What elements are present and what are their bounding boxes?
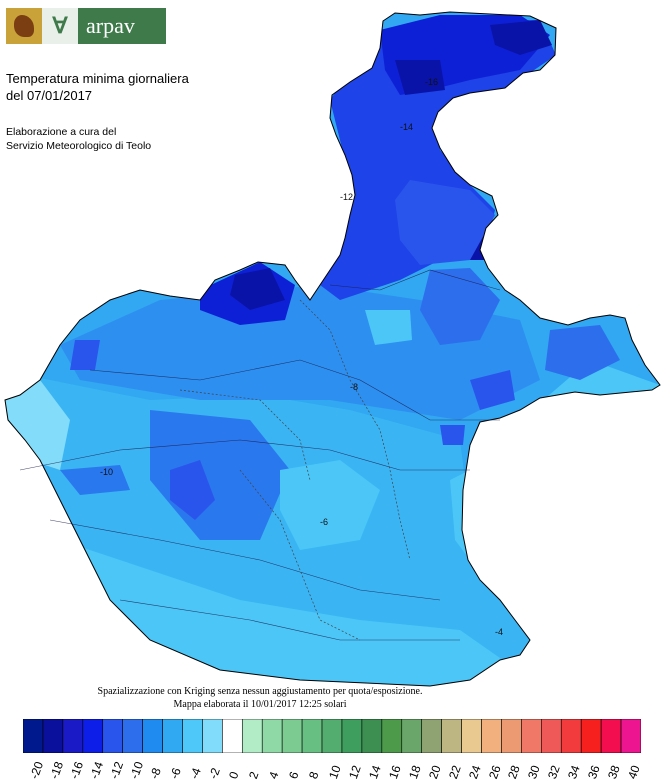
legend-label: -16 [66, 759, 86, 781]
legend-swatch [42, 719, 64, 753]
legend-labels: -20 -18 -16 -14 -12 -10 -8 -6 -4 -2 0 2 4 6 8 10 12 14 16 1… [23, 756, 643, 781]
legend-label: 24 [465, 763, 484, 781]
legend-label: 14 [365, 763, 384, 781]
legend-label: 22 [445, 763, 464, 781]
legend-swatch [501, 719, 522, 753]
legend-label: -20 [27, 759, 47, 781]
legend-swatch [62, 719, 84, 753]
contour-label: -14 [400, 122, 413, 132]
legend-label: -8 [146, 765, 164, 781]
legend-swatch [102, 719, 123, 753]
lion-emblem-icon [6, 8, 42, 44]
legend-swatch [222, 719, 243, 753]
legend-label: 16 [385, 763, 404, 781]
legend-label: 2 [246, 769, 262, 781]
legend-label: 26 [485, 763, 504, 781]
legend-label: 18 [405, 763, 424, 781]
legend-label: 0 [226, 769, 242, 781]
contour-label: -4 [495, 627, 503, 637]
temperature-map: -8 -10 -12 -14 -16 -6 -4 [4, 11, 661, 687]
legend-label: 34 [565, 763, 583, 781]
legend-label: -10 [126, 759, 146, 781]
legend-swatch [481, 719, 502, 753]
legend-label: 28 [505, 763, 524, 781]
legend-swatch [560, 719, 582, 753]
legend-swatch [401, 719, 423, 753]
legend-swatch [241, 719, 263, 753]
legend-swatch [341, 719, 363, 753]
legend-swatch [202, 719, 223, 753]
legend-swatch [381, 719, 403, 753]
legend-swatch [600, 719, 622, 753]
legend-swatch [361, 719, 383, 753]
contour-label: -10 [100, 467, 113, 477]
legend-label: 8 [306, 769, 322, 781]
legend-label: 6 [286, 769, 302, 781]
legend-label: -6 [166, 765, 184, 781]
legend-label: -14 [86, 759, 106, 781]
legend-label: 36 [585, 763, 603, 781]
legend-swatch [521, 719, 542, 753]
contour-label: -12 [340, 192, 353, 202]
legend-label: 38 [605, 763, 623, 781]
legend-swatch [580, 719, 602, 753]
legend-swatch [142, 719, 163, 753]
legend-label: -2 [206, 765, 224, 781]
legend-label: 4 [266, 769, 282, 781]
legend-swatch [321, 719, 343, 753]
legend-swatch [23, 719, 44, 753]
legend-swatch [261, 719, 283, 753]
legend-swatch [461, 719, 482, 753]
legend-label: 20 [425, 763, 444, 781]
legend-label: 12 [346, 763, 364, 781]
legend-swatch [620, 719, 641, 753]
credit-line-2: Servizio Meteorologico di Teolo [6, 140, 152, 152]
legend-swatch [122, 719, 143, 753]
veneto-mark-icon: Ɐ [42, 8, 78, 44]
map-title: Temperatura minima giornaliera del 07/01… [6, 70, 189, 104]
contour-label: -16 [425, 77, 438, 87]
credit-line-1: Elaborazione a cura del [6, 126, 117, 138]
elaboration-note: Mappa elaborata il 10/01/2017 12:25 sola… [173, 699, 347, 710]
legend-label: 10 [326, 763, 344, 781]
credit: Elaborazione a cura del Servizio Meteoro… [6, 125, 151, 153]
legend-swatch [421, 719, 442, 753]
method-note: Spazializzazione con Kriging senza nessu… [97, 686, 423, 697]
legend-label: -18 [46, 759, 66, 781]
legend-colorbar [23, 719, 641, 753]
legend-swatch [182, 719, 203, 753]
legend-swatch [541, 719, 562, 753]
legend-label: -4 [186, 765, 204, 781]
legend-swatch [162, 719, 183, 753]
title-line-2: del 07/01/2017 [6, 88, 93, 103]
legend-label: 30 [525, 763, 544, 781]
legend-swatch [82, 719, 104, 753]
contour-label: -8 [350, 382, 358, 392]
contour-label: -6 [320, 517, 328, 527]
legend-label: 40 [625, 763, 643, 781]
legend-label: 32 [545, 763, 564, 781]
title-line-1: Temperatura minima giornaliera [6, 71, 189, 86]
arpav-logo: Ɐ arpav [6, 8, 166, 44]
legend-label: -12 [106, 759, 126, 781]
legend-swatch [281, 719, 303, 753]
legend-swatch [441, 719, 462, 753]
legend-swatch [301, 719, 323, 753]
brand-name: arpav [86, 13, 135, 38]
